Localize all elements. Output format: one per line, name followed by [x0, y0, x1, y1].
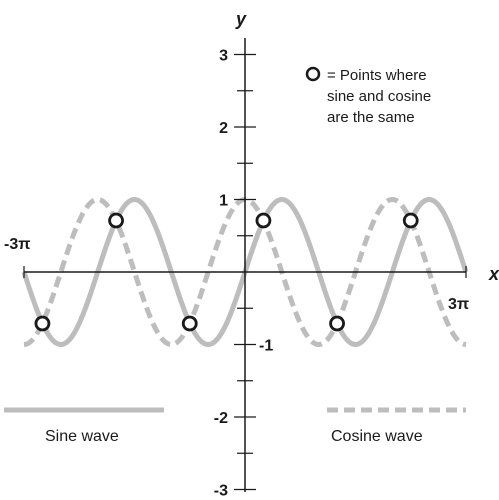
y-tick-label: 2	[219, 120, 228, 137]
y-ticks: 3 2 1 -1 -2 -3	[23, 48, 467, 500]
intersection-point	[402, 212, 419, 229]
y-tick-label: -3	[214, 483, 228, 500]
y-tick-label: 3	[219, 48, 228, 65]
legend-cosine-label: Cosine wave	[331, 428, 423, 445]
intersection-point	[255, 212, 272, 229]
intersection-point	[181, 315, 198, 332]
y-tick-label: -1	[259, 338, 273, 355]
annotation-line-3: are the same	[327, 109, 415, 126]
intersection-point	[329, 315, 345, 332]
y-tick-label: -2	[214, 410, 228, 427]
x-tick-label-3pi: 3π	[448, 296, 469, 313]
intersection-point	[34, 315, 51, 332]
y-axis-label: y	[235, 9, 247, 29]
legend-marker-icon	[305, 66, 321, 82]
axes	[24, 38, 466, 492]
x-axis-label: x	[488, 264, 499, 284]
annotation-line-2: sine and cosine	[327, 88, 431, 105]
x-tick-label-neg3pi: -3π	[4, 236, 30, 253]
intersection-point	[108, 212, 124, 229]
legend-sine-label: Sine wave	[45, 428, 119, 445]
intersection-markers	[34, 212, 419, 332]
annotation-line-1: = Points where	[327, 67, 427, 84]
y-tick-label: 1	[219, 193, 228, 210]
